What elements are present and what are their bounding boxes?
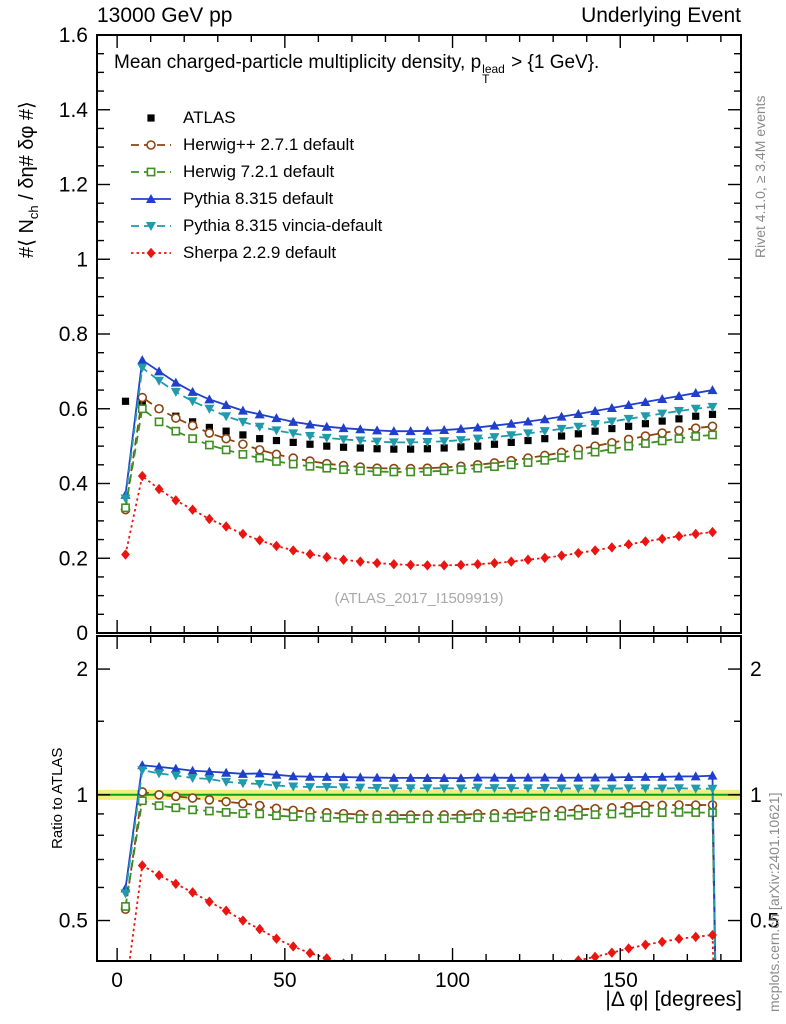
rivet-version-caption: Rivet 4.1.0, ≥ 3.4M events: [752, 95, 768, 258]
svg-text:0.6: 0.6: [59, 398, 88, 421]
svg-text:0.4: 0.4: [59, 473, 89, 496]
legend-label: ATLAS: [183, 107, 236, 127]
legend-item-pythia-8-315-vincia-default: Pythia 8.315 vincia-default: [128, 212, 382, 239]
svg-text:150: 150: [603, 969, 638, 992]
svg-text:1: 1: [76, 784, 88, 807]
legend-label: Pythia 8.315 vincia-default: [183, 215, 383, 235]
main-panel: [120, 355, 718, 571]
ratio-series-sherpa-2-2-9-default: [128, 860, 717, 961]
legend-marker-triangle-down-icon: [131, 221, 171, 231]
svg-text:0.2: 0.2: [59, 547, 88, 570]
header-analysis-type: Underlying Event: [581, 4, 741, 27]
legend-marker-circle-open-icon: [131, 139, 171, 150]
legend-label: Herwig 7.2.1 default: [183, 161, 335, 181]
ratio-series-pythia-8-315-vincia-default: [120, 766, 718, 961]
ratio-axis-title: Ratio to ATLAS: [49, 747, 66, 849]
svg-text:1.6: 1.6: [59, 24, 88, 47]
pt-lead-symbol: lead T: [482, 62, 505, 86]
svg-text:0: 0: [76, 622, 88, 645]
svg-text:1.4: 1.4: [59, 99, 89, 122]
legend-marker-square-filled-icon: [147, 113, 155, 122]
series-pythia-8-315-vincia-default: [120, 363, 718, 504]
legend-item-herwig-7-2-1-default: Herwig 7.2.1 default: [128, 158, 382, 185]
svg-text:0.8: 0.8: [59, 323, 88, 346]
legend-label: Herwig++ 2.7.1 default: [183, 134, 355, 154]
plot-title: Mean charged-particle multiplicity densi…: [114, 52, 600, 86]
svg-text:1: 1: [750, 784, 762, 807]
series-herwig-2-7-1-default: [120, 392, 718, 515]
watermark-analysis-id: (ATLAS_2017_I1509919): [334, 590, 504, 607]
svg-text:100: 100: [435, 969, 470, 992]
legend-label: Sherpa 2.2.9 default: [183, 242, 337, 262]
svg-text:2: 2: [750, 658, 762, 681]
x-axis-title: |Δ φ| [degrees]: [605, 988, 742, 1011]
svg-text:2: 2: [76, 658, 88, 681]
ratio-panel: [97, 760, 741, 961]
header-beam-energy: 13000 GeV pp: [97, 4, 233, 27]
svg-text:1: 1: [76, 248, 88, 271]
legend-item-herwig-2-7-1-default: Herwig++ 2.7.1 default: [128, 131, 382, 158]
svg-text:0: 0: [111, 969, 123, 992]
legend-item-sherpa-2-2-9-default: Sherpa 2.2.9 default: [128, 239, 382, 266]
legend-marker-square-open-icon: [131, 167, 171, 176]
legend: ATLAS Herwig++ 2.7.1 default Herwig 7.2.1 …: [128, 104, 382, 266]
legend-label: Pythia 8.315 default: [183, 188, 334, 208]
ratio-panel-frame: [96, 635, 742, 962]
svg-text:0.5: 0.5: [59, 910, 88, 933]
ratio-series-herwig-7-2-1-default: [121, 796, 717, 961]
legend-item-pythia-8-315-default: Pythia 8.315 default: [128, 185, 382, 212]
main-panel-frame: [96, 34, 742, 634]
legend-marker-diamond-icon: [131, 247, 171, 258]
plot-title-text: Mean charged-particle multiplicity densi…: [114, 52, 482, 73]
svg-text:50: 50: [273, 969, 296, 992]
legend-item-atlas: ATLAS: [128, 104, 382, 131]
series-pythia-8-315-default: [120, 355, 718, 499]
series-sherpa-2-2-9-default: [121, 470, 717, 571]
legend-marker-triangle-up-icon: [131, 193, 171, 203]
series-herwig-7-2-1-default: [121, 404, 717, 513]
svg-text:0.5: 0.5: [750, 910, 779, 933]
y-axis-title: #⟨ Nch / δη# δφ #⟩: [16, 101, 41, 258]
mcplots-arxiv-caption: mcplots.cern.ch [arXiv:2401.10621]: [766, 792, 782, 1012]
svg-text:1.2: 1.2: [59, 174, 88, 197]
plot-title-cut: > {1 GeV}.: [505, 52, 600, 73]
